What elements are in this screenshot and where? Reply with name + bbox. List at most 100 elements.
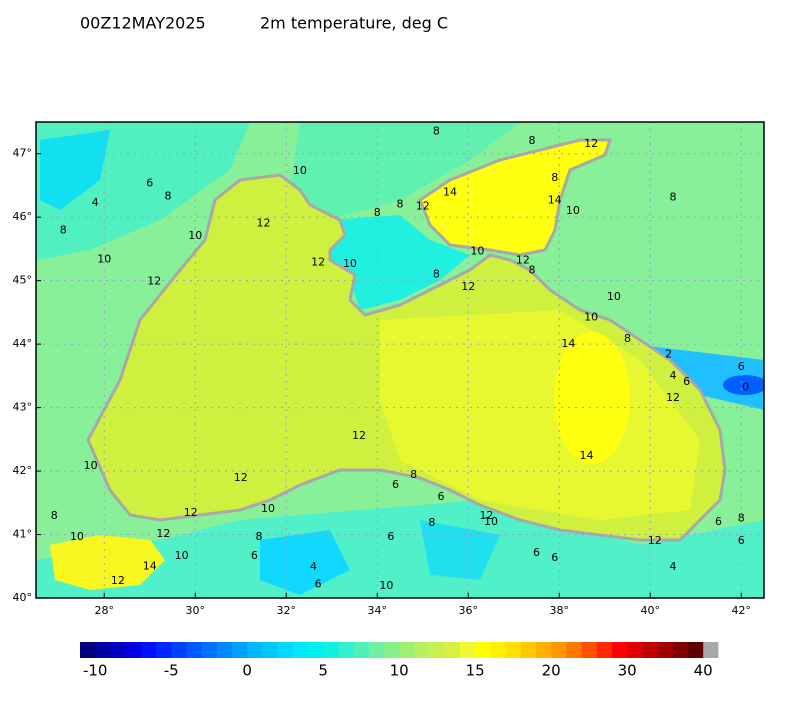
x-tick-label: 38° [550, 604, 570, 617]
contour-label: 8 [374, 206, 381, 219]
y-tick-label: 42° [13, 464, 33, 477]
colorbar-box [642, 642, 658, 658]
colorbar-box [551, 642, 567, 658]
contour-label: 8 [60, 224, 67, 237]
colorbar-box [95, 642, 111, 658]
contour-label: 8 [51, 509, 58, 522]
y-tick-label: 40° [13, 591, 33, 604]
warm-region [554, 332, 630, 464]
colorbar-box [672, 642, 689, 658]
colorbar-box [171, 642, 187, 658]
contour-label: 14 [143, 559, 157, 572]
contour-label: 12 [147, 274, 161, 287]
colorbar-box [368, 642, 385, 658]
y-tick-label: 43° [13, 401, 33, 414]
contour-label: 12 [111, 574, 125, 587]
grid [36, 122, 764, 599]
title: 00Z12MAY2025 [80, 14, 206, 33]
x-tick-label: 34° [368, 604, 388, 617]
colorbar-box [536, 642, 552, 658]
contour-label: 12 [184, 506, 198, 519]
colorbar-box [186, 642, 202, 658]
contour-label: 14 [561, 337, 575, 350]
contour-label: 10 [97, 253, 111, 266]
contour-label: 10 [293, 164, 307, 177]
contour-label: 4 [670, 560, 677, 573]
contour-label: 10 [70, 530, 84, 543]
cool-region [420, 520, 500, 580]
contour-label: 12 [156, 527, 170, 540]
contour-label: 12 [416, 199, 430, 212]
colorbar-box [262, 642, 278, 658]
y-tick-label: 41° [13, 528, 33, 541]
colorbar-box [460, 642, 476, 658]
contour-label: 6 [387, 530, 394, 543]
colorbar-box [338, 642, 354, 658]
contour-label: 10 [607, 290, 621, 303]
contour-label: 6 [551, 551, 558, 564]
colorbar-box [353, 642, 370, 658]
colorbar-box [308, 642, 324, 658]
warm-region [50, 535, 165, 590]
contour-label: 8 [551, 171, 558, 184]
colorbar-box [612, 642, 628, 658]
colorbar-box [444, 642, 461, 658]
y-tick-label: 45° [13, 274, 33, 287]
colorbar-box [505, 642, 522, 658]
colorbar-box [581, 642, 598, 658]
colorbar-label: 10 [390, 662, 409, 680]
x-tick-label: 40° [641, 604, 661, 617]
colorbar-label: 15 [466, 662, 485, 680]
cool-region [260, 530, 350, 595]
contour-label: 10 [470, 244, 484, 257]
contour-label: 12 [257, 217, 271, 230]
axes: 28° 30° 32° 34° 36° 38° 40° 42° 40° 41° 42° 43° 44° 4… [13, 147, 752, 617]
contour-label: 12 [352, 429, 366, 442]
contour-label: 6 [315, 578, 322, 591]
colorbar-box [201, 642, 218, 658]
colorbar-box [323, 642, 339, 658]
contour-label: 10 [84, 459, 98, 472]
contour-label: 12 [479, 509, 493, 522]
map-field [36, 122, 764, 598]
contour-label: 12 [666, 391, 680, 404]
colorbar-box [232, 642, 248, 658]
colorbar-over [703, 642, 719, 658]
contour-label: 8 [164, 189, 171, 202]
contour-label: 12 [234, 471, 248, 484]
colorbar: -10 -5 0 5 10 15 20 30 40 [80, 642, 719, 680]
contour-label: 6 [251, 549, 258, 562]
contour-label: 0 [742, 380, 749, 393]
x-tick-label: 28° [95, 604, 115, 617]
crimea [330, 215, 470, 310]
colorbar-box [429, 642, 446, 658]
colorbar-box [399, 642, 415, 658]
colorbar-label: 40 [694, 662, 713, 680]
cold-spot [723, 375, 764, 395]
contour-label: 8 [433, 125, 440, 138]
contour-label: 2 [665, 347, 672, 360]
contour-label: 6 [683, 375, 690, 388]
colorbar-box [247, 642, 263, 658]
contour-label: 4 [670, 369, 677, 382]
contour-label: 6 [738, 534, 745, 547]
contour-label: 8 [670, 191, 677, 204]
subtitle: 2m temperature, deg C [260, 14, 448, 33]
contour-label: 4 [92, 196, 99, 209]
colorbar-box [627, 642, 643, 658]
cool-region [40, 130, 110, 210]
colorbar-box [414, 642, 430, 658]
contour-label: 12 [516, 253, 530, 266]
contour-label: 10 [379, 579, 393, 592]
colorbar-box [475, 642, 491, 658]
colorbar-box [520, 642, 537, 658]
contour-label: 12 [311, 255, 325, 268]
contour-label: 10 [484, 515, 498, 528]
contour-label: 10 [566, 204, 580, 217]
colorbar-label: 5 [318, 662, 328, 680]
contour-label: 6 [715, 515, 722, 528]
colorbar-box [156, 642, 172, 658]
colorbar-box [277, 642, 294, 658]
